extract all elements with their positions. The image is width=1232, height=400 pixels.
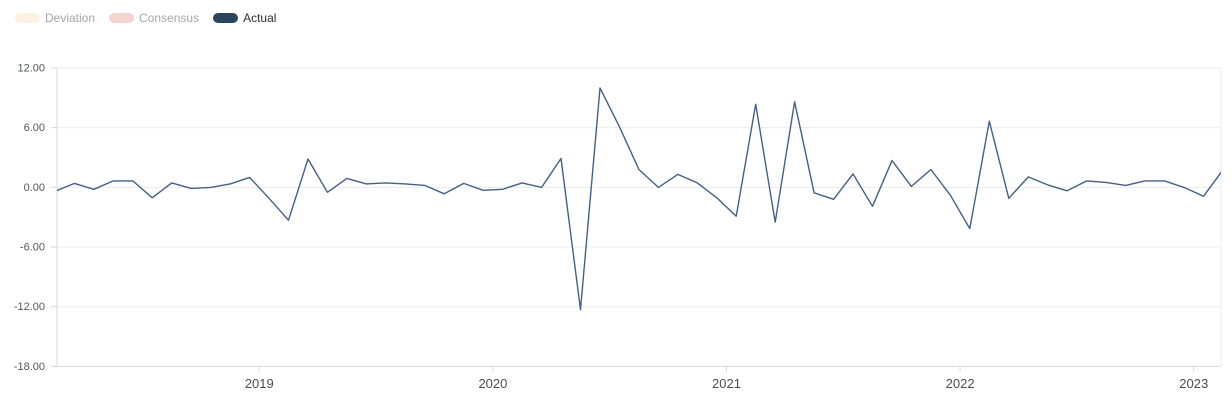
y-axis-label: 0.00 xyxy=(24,182,45,194)
actual-swatch xyxy=(213,13,239,23)
x-axis-label: 2021 xyxy=(712,376,741,391)
x-axis-label: 2022 xyxy=(946,376,975,391)
chart-legend: Deviation Consensus Actual xyxy=(15,11,276,25)
deviation-swatch xyxy=(15,13,40,23)
x-axis-label: 2020 xyxy=(478,376,507,391)
x-axis-label: 2019 xyxy=(245,376,274,391)
y-axis-label: -18.00 xyxy=(14,361,45,373)
y-axis-label: 6.00 xyxy=(24,122,45,134)
consensus-swatch xyxy=(109,13,135,23)
legend-label-consensus: Consensus xyxy=(139,11,200,25)
series-line-actual xyxy=(57,87,1221,311)
y-axis-label: -12.00 xyxy=(14,301,45,313)
x-axis-label: 2023 xyxy=(1179,376,1208,391)
legend-item-deviation[interactable]: Deviation xyxy=(15,11,95,25)
legend-label-deviation: Deviation xyxy=(45,11,96,25)
y-axis-label: -6.00 xyxy=(20,242,45,254)
legend-item-actual[interactable]: Actual xyxy=(213,11,276,25)
legend-label-actual: Actual xyxy=(243,11,277,25)
legend-item-consensus[interactable]: Consensus xyxy=(109,11,199,25)
y-axis-label: 12.00 xyxy=(17,63,45,75)
